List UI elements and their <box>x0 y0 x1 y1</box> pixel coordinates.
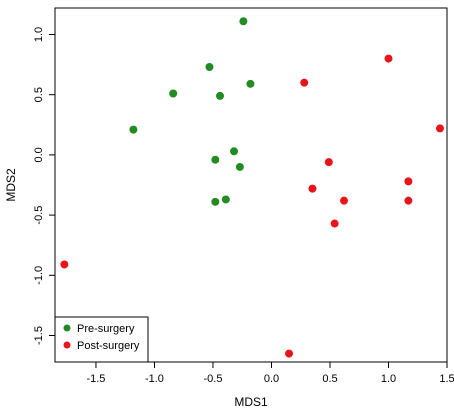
y-tick-label: 1.0 <box>33 27 45 42</box>
legend-label-post-surgery: Post-surgery <box>77 340 140 352</box>
y-tick-label: 0.0 <box>33 147 45 162</box>
data-point-post-surgery <box>285 349 294 358</box>
data-point-pre-surgery <box>169 89 178 98</box>
data-point-pre-surgery <box>221 195 230 204</box>
plot-frame <box>54 7 448 363</box>
x-tick-label: 0.0 <box>264 373 279 385</box>
data-point-post-surgery <box>330 219 339 228</box>
data-point-post-surgery <box>404 177 413 186</box>
data-point-pre-surgery <box>211 155 220 164</box>
data-point-pre-surgery <box>205 63 214 71</box>
legend-box <box>54 316 149 363</box>
data-point-post-surgery <box>340 196 349 205</box>
legend: Pre-surgery Post-surgery <box>54 316 149 363</box>
data-points <box>60 17 444 358</box>
y-tick-label: -0.5 <box>33 206 45 225</box>
x-tick-label: 0.5 <box>322 373 337 385</box>
data-point-post-surgery <box>324 158 333 167</box>
legend-marker-post-surgery <box>63 341 71 349</box>
data-point-post-surgery <box>384 54 393 63</box>
x-tick-label: 1.0 <box>381 373 396 385</box>
data-point-pre-surgery <box>246 79 255 88</box>
y-axis-title: MDS2 <box>4 168 18 202</box>
data-point-post-surgery <box>308 184 317 193</box>
data-point-pre-surgery <box>230 147 239 156</box>
data-point-post-surgery <box>60 260 69 269</box>
data-point-post-surgery <box>404 196 413 205</box>
y-tick-label: 0.5 <box>33 87 45 102</box>
x-axis: -1.5 -1.0 -0.5 0.0 0.5 1.0 1.5 <box>86 362 454 385</box>
data-point-pre-surgery <box>239 17 248 26</box>
data-point-pre-surgery <box>129 125 138 134</box>
x-tick-label: 1.5 <box>439 373 454 385</box>
x-axis-title: MDS1 <box>234 395 268 409</box>
data-point-pre-surgery <box>211 197 220 206</box>
data-point-pre-surgery <box>235 162 244 171</box>
data-point-post-surgery <box>435 124 444 133</box>
x-tick-label: -1.0 <box>145 373 164 385</box>
legend-marker-pre-surgery <box>63 324 71 332</box>
data-point-pre-surgery <box>215 91 224 100</box>
x-tick-label: -1.5 <box>86 373 105 385</box>
data-point-post-surgery <box>300 78 309 87</box>
x-tick-label: -0.5 <box>203 373 222 385</box>
y-tick-label: -1.5 <box>33 326 45 345</box>
legend-label-pre-surgery: Pre-surgery <box>77 323 135 335</box>
y-axis: -1.5 -1.0 -0.5 0.0 0.5 1.0 <box>33 27 55 345</box>
y-tick-label: -1.0 <box>33 266 45 285</box>
